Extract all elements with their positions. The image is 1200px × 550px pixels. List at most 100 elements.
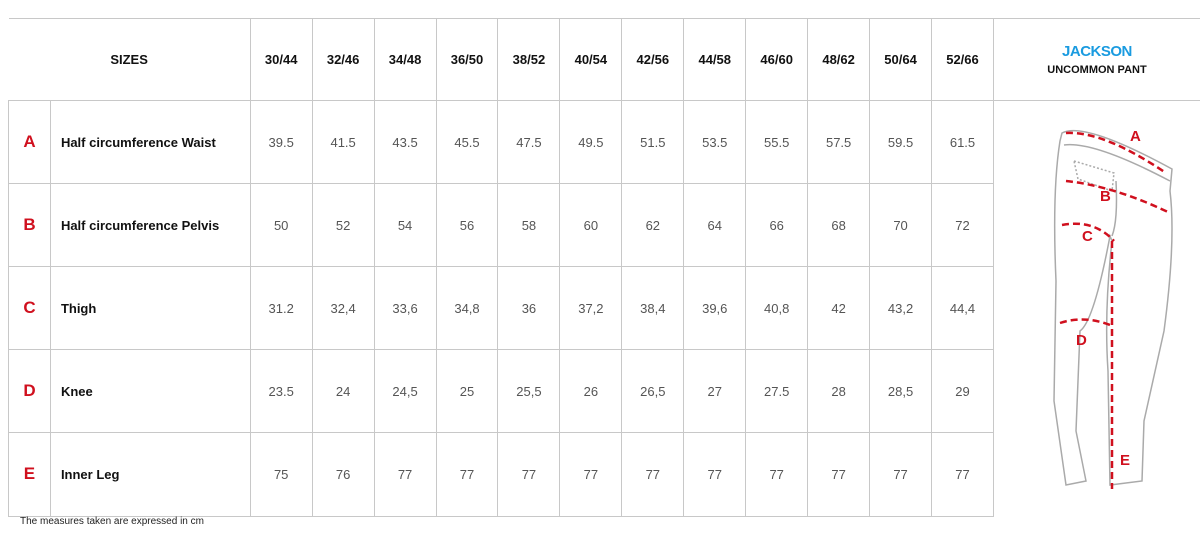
measure-value: 72 <box>931 183 994 268</box>
measure-value: 77 <box>373 432 437 517</box>
measure-value: 60 <box>559 183 623 268</box>
measure-value: 31.2 <box>249 266 313 351</box>
measure-value: 75 <box>249 432 313 517</box>
marker-a: A <box>1130 128 1141 145</box>
measure-value: 52 <box>311 183 375 268</box>
measure-label: Half circumference Pelvis <box>49 183 251 268</box>
measure-value: 70 <box>869 183 933 268</box>
size-header: 46/60 <box>745 18 809 101</box>
measure-value: 62 <box>621 183 685 268</box>
marker-c: C <box>1082 228 1093 245</box>
measure-value: 59.5 <box>869 99 933 185</box>
marker-b: B <box>1100 188 1111 205</box>
measure-value: 64 <box>683 183 747 268</box>
brand-header: JACKSON UNCOMMON PANT <box>992 18 1200 101</box>
measure-value: 77 <box>621 432 685 517</box>
measure-value: 53.5 <box>683 99 747 185</box>
measure-value: 68 <box>807 183 871 268</box>
measure-label: Half circumference Waist <box>49 99 251 185</box>
measure-value: 24,5 <box>373 349 437 434</box>
measure-value: 77 <box>559 432 623 517</box>
measure-value: 29 <box>931 349 994 434</box>
size-header: 30/44 <box>249 18 313 101</box>
measure-value: 32,4 <box>311 266 375 351</box>
measure-value: 40,8 <box>745 266 809 351</box>
measure-value: 26,5 <box>621 349 685 434</box>
size-header: 40/54 <box>559 18 623 101</box>
size-header: 52/66 <box>931 18 994 101</box>
measure-value: 77 <box>435 432 499 517</box>
header-row: SIZES 30/44 32/46 34/48 36/50 38/52 40/54 42/5… <box>8 18 1200 101</box>
size-header: 42/56 <box>621 18 685 101</box>
measure-value: 36 <box>497 266 561 351</box>
table-row: B Half circumference Pelvis 50 52 54 56 58 60 62… <box>8 183 1200 268</box>
measure-value: 28,5 <box>869 349 933 434</box>
measure-value: 45.5 <box>435 99 499 185</box>
measure-value: 57.5 <box>807 99 871 185</box>
measure-letter: B <box>8 183 51 268</box>
size-header: 38/52 <box>497 18 561 101</box>
measure-label: Knee <box>49 349 251 434</box>
measure-value: 77 <box>497 432 561 517</box>
brand-name: JACKSON <box>1062 43 1132 60</box>
measure-value: 38,4 <box>621 266 685 351</box>
measure-value: 26 <box>559 349 623 434</box>
measure-value: 76 <box>311 432 375 517</box>
measure-value: 28 <box>807 349 871 434</box>
size-header: 44/58 <box>683 18 747 101</box>
measure-value: 54 <box>373 183 437 268</box>
measure-value: 77 <box>869 432 933 517</box>
measure-value: 27.5 <box>745 349 809 434</box>
pant-diagram: A B C D E <box>992 100 1200 516</box>
size-header: 32/46 <box>311 18 375 101</box>
table-row: E Inner Leg 75 76 77 77 77 77 77 77 77 77 77 77 <box>8 432 1200 517</box>
measure-letter: D <box>8 349 51 434</box>
measure-letter: E <box>8 432 51 517</box>
pant-illustration: A B C D E <box>1053 128 1173 489</box>
measure-value: 51.5 <box>621 99 685 185</box>
measure-letter: C <box>8 266 51 351</box>
measure-value: 39,6 <box>683 266 747 351</box>
measure-value: 25,5 <box>497 349 561 434</box>
measure-value: 43.5 <box>373 99 437 185</box>
footnote: The measures taken are expressed in cm <box>20 516 204 527</box>
measure-value: 55.5 <box>745 99 809 185</box>
measure-value: 77 <box>931 432 994 517</box>
measure-value: 34,8 <box>435 266 499 351</box>
size-chart-table: SIZES 30/44 32/46 34/48 36/50 38/52 40/54 42/5… <box>8 18 1200 517</box>
size-header: 48/62 <box>807 18 871 101</box>
measure-letter: A <box>8 99 51 185</box>
measure-value: 66 <box>745 183 809 268</box>
measure-value: 47.5 <box>497 99 561 185</box>
size-header: 50/64 <box>869 18 933 101</box>
sizes-header: SIZES <box>8 18 251 101</box>
marker-e: E <box>1120 452 1130 469</box>
measure-value: 77 <box>807 432 871 517</box>
measure-value: 50 <box>249 183 313 268</box>
measure-value: 27 <box>683 349 747 434</box>
table-row: D Knee 23.5 24 24,5 25 25,5 26 26,5 27 27.5 28 28,5 2… <box>8 349 1200 434</box>
table-row: C Thigh 31.2 32,4 33,6 34,8 36 37,2 38,4 39,6 40,8… <box>8 266 1200 351</box>
measure-value: 42 <box>807 266 871 351</box>
brand-subtitle: UNCOMMON PANT <box>1047 64 1147 76</box>
measure-value: 41.5 <box>311 99 375 185</box>
measure-value: 25 <box>435 349 499 434</box>
measure-value: 37,2 <box>559 266 623 351</box>
measure-value: 24 <box>311 349 375 434</box>
measure-value: 61.5 <box>931 99 994 185</box>
measure-value: 49.5 <box>559 99 623 185</box>
measure-value: 56 <box>435 183 499 268</box>
table-row: A Half circumference Waist 39.5 41.5 43.5 45.… <box>8 99 1200 516</box>
measure-value: 23.5 <box>249 349 313 434</box>
marker-d: D <box>1076 332 1087 349</box>
measure-value: 44,4 <box>931 266 994 351</box>
measure-label: Thigh <box>49 266 251 351</box>
measure-value: 43,2 <box>869 266 933 351</box>
measure-value: 33,6 <box>373 266 437 351</box>
size-header: 36/50 <box>435 18 499 101</box>
measure-value: 77 <box>745 432 809 517</box>
size-header: 34/48 <box>373 18 437 101</box>
measure-label: Inner Leg <box>49 432 251 517</box>
measure-value: 39.5 <box>249 99 313 185</box>
measure-value: 58 <box>497 183 561 268</box>
